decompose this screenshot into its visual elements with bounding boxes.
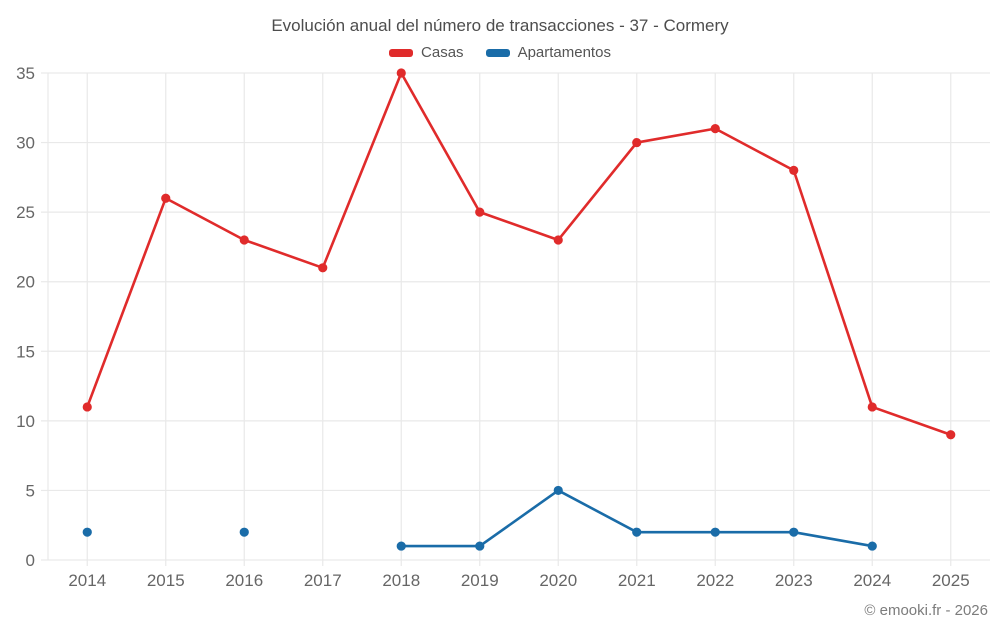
y-tick-label: 10 [16, 412, 35, 431]
data-point-apartamentos [710, 527, 720, 537]
data-point-casas [82, 402, 92, 412]
data-point-apartamentos [396, 541, 406, 551]
x-tick-label: 2022 [696, 571, 734, 590]
series-line-casas [85, 71, 953, 437]
y-tick-label: 35 [16, 64, 35, 83]
copyright-footer: © emooki.fr - 2026 [864, 602, 988, 619]
y-tick-label: 30 [16, 134, 35, 153]
data-point-casas [161, 193, 171, 203]
legend-label: Casas [421, 44, 464, 61]
data-point-apartamentos [632, 527, 642, 537]
y-tick-label: 15 [16, 342, 35, 361]
x-tick-label: 2016 [225, 571, 263, 590]
x-tick-label: 2019 [461, 571, 499, 590]
data-point-apartamentos [789, 527, 799, 537]
data-point-casas [553, 235, 563, 245]
data-point-casas [318, 263, 328, 273]
x-tick-label: 2014 [68, 571, 106, 590]
data-point-casas [710, 124, 720, 134]
legend-label: Apartamentos [517, 44, 611, 61]
x-tick-label: 2017 [304, 571, 342, 590]
legend-item-casas[interactable]: Casas [389, 44, 464, 61]
data-point-casas [867, 402, 877, 412]
y-tick-label: 20 [16, 273, 35, 292]
x-tick-label: 2023 [775, 571, 813, 590]
chart-legend: Casas Apartamentos [0, 44, 1000, 61]
x-tick-label: 2020 [539, 571, 577, 590]
data-point-apartamentos [475, 541, 485, 551]
legend-swatch-casas [389, 48, 414, 57]
data-point-casas [789, 165, 799, 175]
legend-item-apartamentos[interactable]: Apartamentos [485, 44, 611, 61]
chart-title: Evolución anual del número de transaccio… [271, 16, 729, 35]
data-point-apartamentos [82, 527, 92, 537]
data-point-casas [632, 137, 642, 148]
data-point-apartamentos [867, 541, 877, 551]
data-point-casas [239, 235, 249, 245]
y-tick-label: 25 [16, 203, 35, 222]
x-tick-label: 2024 [853, 571, 891, 590]
data-point-casas [946, 430, 956, 440]
x-tick-label: 2015 [147, 571, 185, 590]
x-tick-label: 2018 [382, 571, 420, 590]
x-tick-label: 2025 [932, 571, 970, 590]
data-point-apartamentos [553, 485, 563, 496]
y-tick-label: 0 [26, 551, 35, 570]
legend-swatch-apartamentos [485, 48, 510, 57]
data-point-casas [396, 68, 406, 78]
y-tick-label: 5 [26, 481, 35, 500]
data-point-apartamentos [239, 527, 249, 537]
x-tick-label: 2021 [618, 571, 656, 590]
data-point-casas [475, 207, 485, 217]
